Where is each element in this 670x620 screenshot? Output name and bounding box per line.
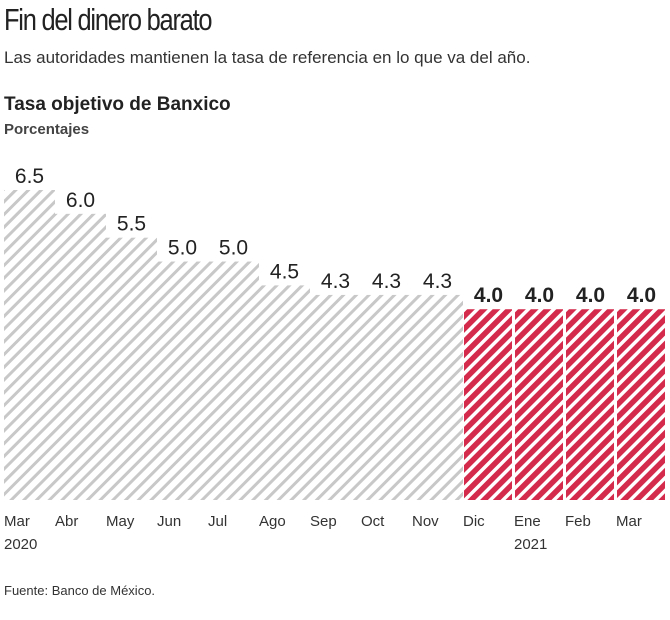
data-label: 5.0: [168, 237, 197, 260]
data-label: 4.0: [576, 284, 605, 307]
x-tick-label: Jul: [208, 513, 227, 530]
source-note: Fuente: Banco de México.: [4, 583, 156, 598]
x-tick-label: Mar: [616, 513, 642, 530]
data-label: 6.5: [15, 165, 44, 188]
data-label: 4.0: [525, 284, 554, 307]
chart-heading: Tasa objetivo de Banxico: [4, 94, 231, 115]
y-axis-label: Porcentajes: [4, 121, 90, 138]
bar-12: [617, 309, 665, 500]
bar-7: [361, 294, 412, 500]
bar-1: [55, 213, 106, 500]
data-label: 4.0: [627, 284, 656, 307]
x-tick-label: Mar: [4, 513, 30, 530]
bar-2: [106, 237, 157, 500]
bar-8: [412, 294, 463, 500]
bar-0: [4, 190, 55, 500]
x-tick-label: Nov: [412, 513, 439, 530]
x-tick-label: Jun: [157, 513, 181, 530]
chart-subtitle: Las autoridades mantienen la tasa de ref…: [4, 48, 531, 67]
x-tick-label: Ago: [259, 513, 286, 530]
bar-11: [566, 309, 614, 500]
data-label: 4.5: [270, 260, 299, 283]
x-tick-label: Sep: [310, 513, 337, 530]
data-label: 5.0: [219, 237, 248, 260]
x-tick-label: May: [106, 513, 135, 530]
data-label: 4.3: [423, 270, 452, 293]
year-label: 2021: [514, 536, 547, 553]
bar-9: [464, 309, 512, 500]
year-label: 2020: [4, 536, 37, 553]
data-label: 5.5: [117, 213, 146, 236]
chart-title: Fin del dinero barato: [4, 2, 213, 37]
x-tick-label: Dic: [463, 513, 485, 530]
x-tick-label: Ene: [514, 513, 541, 530]
data-label: 4.3: [372, 270, 401, 293]
bar-10: [515, 309, 563, 500]
bar-6: [310, 294, 361, 500]
data-label: 4.3: [321, 270, 350, 293]
x-tick-label: Feb: [565, 513, 591, 530]
data-label: 4.0: [474, 284, 503, 307]
bar-4: [208, 261, 259, 500]
data-label: 6.0: [66, 189, 95, 212]
bar-3: [157, 261, 208, 500]
bar-5: [259, 285, 310, 500]
x-tick-label: Oct: [361, 513, 385, 530]
x-tick-label: Abr: [55, 513, 78, 530]
